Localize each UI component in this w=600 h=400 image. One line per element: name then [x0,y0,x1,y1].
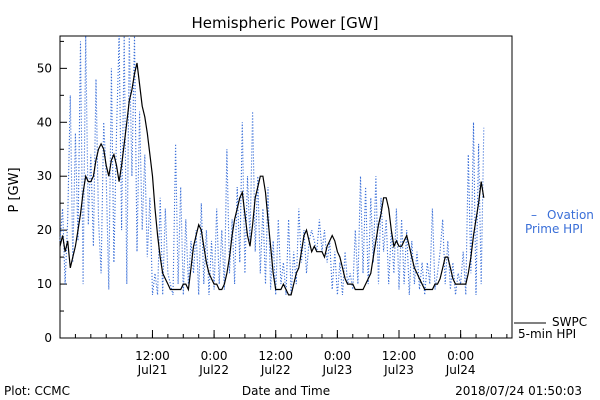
y-tick-label-10: 10 [37,277,52,291]
legend: – Ovation Prime HPI SWPC 5-min HPI [514,208,594,341]
legend-ovation-label-1: Ovation [547,208,594,222]
footer-timestamp: 2018/07/24 01:50:03 [455,384,582,398]
series-layer [59,35,485,296]
legend-swpc-label-1: SWPC [552,315,587,329]
x-tick-date-label: Jul21 [137,363,168,377]
x-axis-ticks: 12:00Jul210:00Jul2212:00Jul220:00Jul2312… [59,330,508,377]
x-tick-time-label: 0:00 [324,349,351,363]
y-tick-label-30: 30 [37,169,52,183]
chart-title: Hemispheric Power [GW] [192,14,379,32]
x-tick-date-label: Jul22 [260,363,291,377]
legend-swpc-label-2: 5-min HPI [518,327,576,341]
x-tick-date-label: Jul24 [445,363,476,377]
x-tick-time-label: 0:00 [447,349,474,363]
legend-ovation-label-2: Prime HPI [525,222,583,236]
x-tick-time-label: 0:00 [201,349,228,363]
x-tick-time-label: 12:00 [135,349,170,363]
y-tick-label-20: 20 [37,223,52,237]
x-axis-label: Date and Time [242,384,330,398]
x-tick-date-label: Jul22 [198,363,229,377]
legend-ovation-dash: – [531,208,537,222]
x-tick-time-label: 12:00 [258,349,293,363]
plot-frame [59,35,513,339]
y-tick-label-0: 0 [44,331,52,345]
y-axis-label: P [GW] [7,167,22,212]
y-tick-label-50: 50 [37,61,52,75]
y-axis-ticks: 0 10 20 30 40 50 [37,40,67,345]
series-line-swpc [59,62,485,296]
footer-plot-credit: Plot: CCMC [4,384,70,398]
legend-ovation: – Ovation Prime HPI [525,208,594,236]
legend-swpc: SWPC 5-min HPI [514,315,587,341]
x-tick-time-label: 12:00 [382,349,417,363]
y-tick-label-40: 40 [37,115,52,129]
x-tick-date-label: Jul23 [321,363,352,377]
x-tick-date-label: Jul23 [383,363,414,377]
